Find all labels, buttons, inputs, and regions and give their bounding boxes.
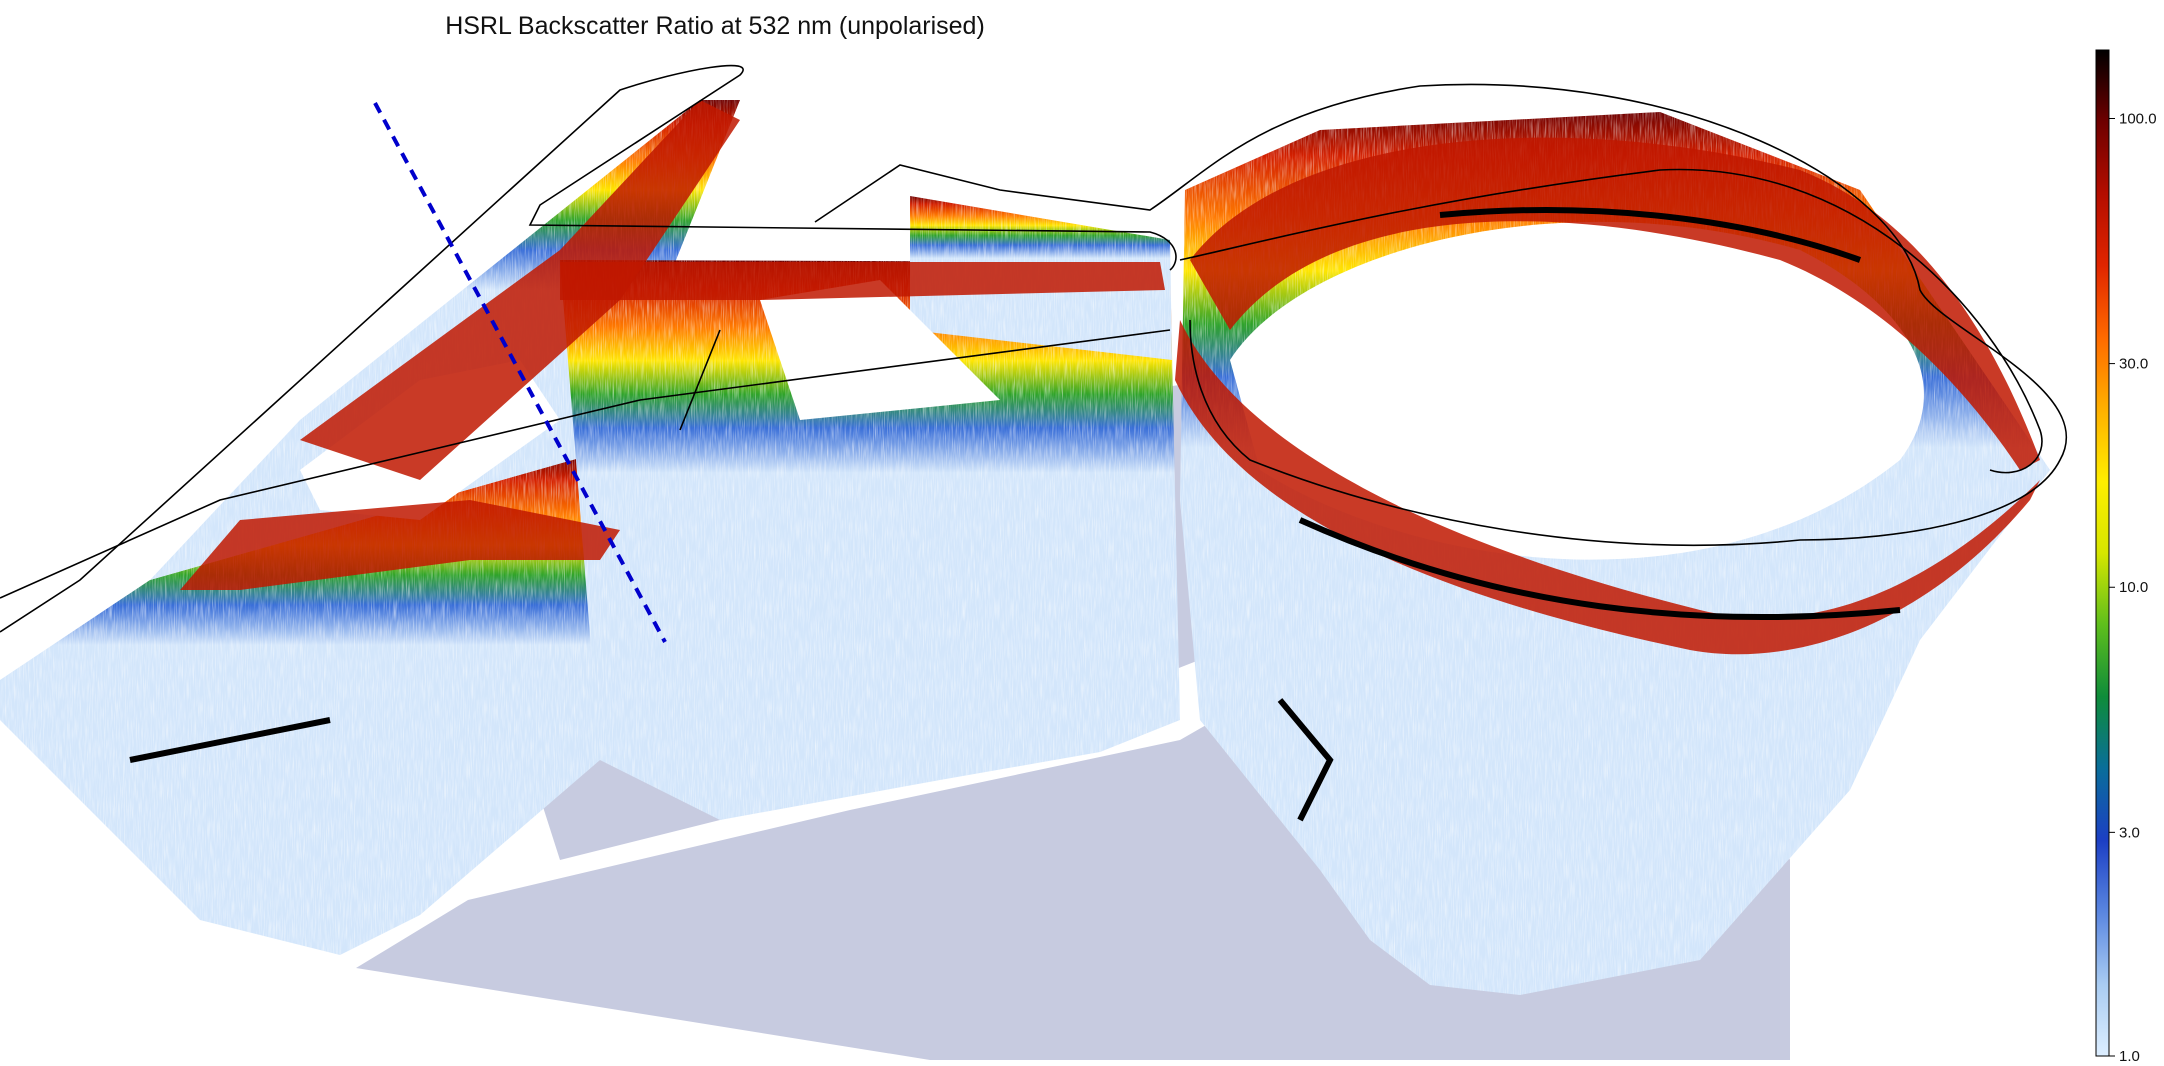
cloud-band [300, 100, 740, 480]
flight-track [679, 329, 721, 431]
cloud-band [1190, 137, 2040, 470]
data-gap [760, 280, 1000, 420]
cloud-band [560, 262, 1165, 300]
cloud-top-line [1277, 698, 1334, 822]
flight-track [0, 329, 1171, 599]
colorbar-tick-label: 30.0 [2119, 356, 2148, 373]
colorbar-tick-label: 100.0 [2119, 110, 2157, 127]
data-gap [1230, 221, 1924, 560]
curtain-speckle [560, 260, 1180, 820]
colorbar-bar [2095, 49, 2110, 1057]
chart-title: HSRL Backscatter Ratio at 532 nm (unpola… [445, 12, 985, 40]
cloud-band [1175, 320, 2040, 655]
marker-line [373, 102, 667, 643]
flight-track [814, 83, 2068, 546]
colorbar-tick-label: 1.0 [2119, 1048, 2140, 1065]
flight-track [1179, 168, 2043, 474]
colorbar-tick-label: 10.0 [2119, 579, 2148, 596]
flight-track-layer [0, 64, 2068, 643]
cloud-top-line [1298, 517, 1901, 621]
colorbar-ticks: 1.0 3.0 10.0 30.0 100.0 [2109, 110, 2157, 1065]
flight-track [0, 64, 1177, 633]
colorbar-tick-label: 3.0 [2119, 824, 2140, 841]
cloud-band [180, 500, 620, 590]
cloud-top-line [1439, 207, 1862, 263]
cloud-top-line [129, 717, 331, 763]
